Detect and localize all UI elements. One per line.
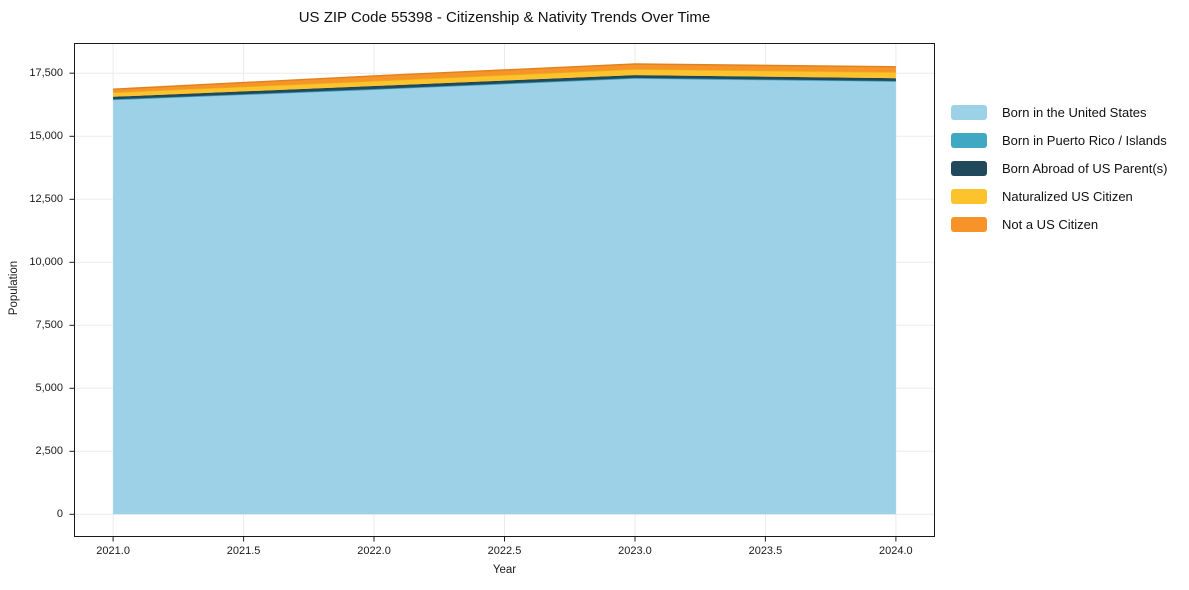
area-series-0 [113, 78, 896, 515]
x-axis-label: Year [492, 564, 517, 576]
y-tick-label: 5,000 [35, 382, 63, 395]
y-tick-label: 15,000 [29, 130, 63, 143]
legend-item: Born in Puerto Rico / Islands [951, 132, 1167, 148]
legend-label: Born in Puerto Rico / Islands [1002, 132, 1167, 148]
legend-item: Not a US Citizen [951, 216, 1167, 232]
legend-swatch-icon [951, 104, 987, 120]
x-tick-label: 2022.0 [357, 545, 391, 557]
y-tick-label: 10,000 [29, 256, 63, 269]
legend-label: Not a US Citizen [1002, 216, 1099, 232]
area-series-2 [113, 75, 896, 100]
legend-swatch-icon [951, 216, 987, 232]
x-tick-label: 2023.5 [748, 545, 783, 557]
y-tick-label: 12,500 [29, 193, 63, 206]
legend-item: Born Abroad of US Parent(s) [951, 160, 1167, 176]
y-tick-label: 0 [56, 508, 63, 521]
area-series-4 [113, 64, 896, 93]
area-series-2-edge [113, 74, 896, 98]
legend-label: Naturalized US Citizen [1002, 188, 1133, 204]
legend-label: Born in the United States [1002, 104, 1147, 120]
x-tick-label: 2023.0 [618, 545, 652, 557]
x-tick-label: 2022.5 [487, 545, 522, 557]
legend-swatch-icon [951, 188, 987, 204]
plot-frame [74, 43, 935, 537]
chart-title: US ZIP Code 55398 - Citizenship & Nativi… [298, 9, 711, 26]
legend-item: Naturalized US Citizen [951, 188, 1167, 204]
x-tick-label: 2021.5 [226, 545, 261, 557]
y-tick-label: 17,500 [29, 67, 63, 80]
legend-swatch-icon [951, 132, 987, 148]
y-tick-label: 2,500 [35, 445, 63, 458]
x-tick-label: 2021.0 [96, 545, 130, 557]
legend-item: Born in the United States [951, 104, 1167, 120]
x-tick-label: 2024.0 [879, 545, 913, 557]
legend: Born in the United States Born in Puerto … [951, 104, 1167, 244]
plot-area [69, 43, 935, 542]
legend-swatch-icon [951, 160, 987, 176]
area-series-4-edge [113, 63, 896, 90]
legend-label: Born Abroad of US Parent(s) [1002, 160, 1168, 176]
y-tick-label: 7,500 [35, 319, 63, 332]
y-axis-label: Population [8, 260, 20, 316]
